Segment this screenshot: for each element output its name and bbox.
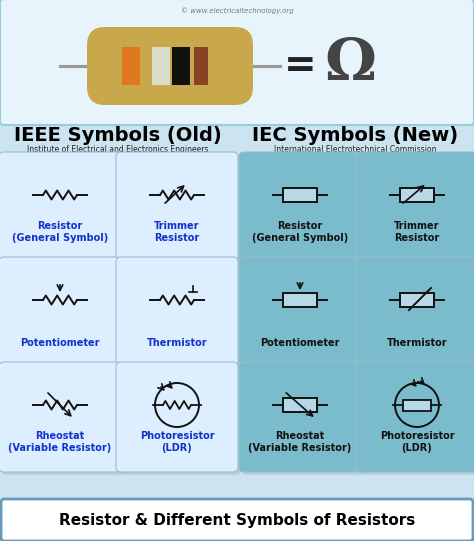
Text: International Electrotechnical Commission: International Electrotechnical Commissio… bbox=[274, 145, 436, 154]
FancyBboxPatch shape bbox=[356, 362, 474, 472]
FancyBboxPatch shape bbox=[239, 152, 361, 262]
Bar bbox=[400, 188, 434, 202]
FancyBboxPatch shape bbox=[2, 155, 124, 265]
FancyBboxPatch shape bbox=[359, 155, 474, 265]
FancyBboxPatch shape bbox=[359, 260, 474, 370]
FancyBboxPatch shape bbox=[0, 362, 121, 472]
FancyBboxPatch shape bbox=[116, 362, 238, 472]
FancyBboxPatch shape bbox=[2, 365, 124, 475]
Text: =: = bbox=[283, 47, 316, 85]
FancyBboxPatch shape bbox=[239, 257, 361, 367]
Text: Rheostat
(Variable Resistor): Rheostat (Variable Resistor) bbox=[248, 431, 352, 453]
Bar bbox=[152, 47, 170, 85]
Text: Trimmer
Resistor: Trimmer Resistor bbox=[394, 221, 440, 243]
FancyBboxPatch shape bbox=[0, 152, 121, 262]
Bar bbox=[283, 398, 317, 412]
Text: Potentiometer: Potentiometer bbox=[20, 338, 100, 348]
Text: Resistor
(General Symbol): Resistor (General Symbol) bbox=[252, 221, 348, 243]
FancyBboxPatch shape bbox=[242, 155, 364, 265]
FancyBboxPatch shape bbox=[0, 0, 474, 125]
Text: Resistor & Different Symbols of Resistors: Resistor & Different Symbols of Resistor… bbox=[59, 512, 415, 527]
FancyBboxPatch shape bbox=[119, 260, 241, 370]
Bar bbox=[122, 47, 140, 85]
Bar bbox=[283, 188, 317, 202]
FancyBboxPatch shape bbox=[119, 155, 241, 265]
FancyBboxPatch shape bbox=[359, 365, 474, 475]
FancyBboxPatch shape bbox=[87, 27, 253, 105]
FancyBboxPatch shape bbox=[116, 152, 238, 262]
FancyBboxPatch shape bbox=[239, 362, 361, 472]
FancyBboxPatch shape bbox=[356, 152, 474, 262]
Text: Ω: Ω bbox=[324, 36, 376, 92]
Text: Resistor
(General Symbol): Resistor (General Symbol) bbox=[12, 221, 108, 243]
Text: © www.electricaltechnology.org: © www.electricaltechnology.org bbox=[181, 7, 293, 14]
FancyBboxPatch shape bbox=[242, 365, 364, 475]
Text: Rheostat
(Variable Resistor): Rheostat (Variable Resistor) bbox=[9, 431, 111, 453]
Bar bbox=[283, 293, 317, 307]
Bar bbox=[403, 399, 431, 411]
Text: Thermistor: Thermistor bbox=[387, 338, 447, 348]
FancyBboxPatch shape bbox=[119, 365, 241, 475]
FancyBboxPatch shape bbox=[242, 260, 364, 370]
Bar bbox=[400, 293, 434, 307]
FancyBboxPatch shape bbox=[1, 499, 473, 541]
Text: Thermistor: Thermistor bbox=[146, 338, 207, 348]
Bar bbox=[194, 47, 208, 85]
FancyBboxPatch shape bbox=[356, 257, 474, 367]
Text: IEEE Symbols (Old): IEEE Symbols (Old) bbox=[14, 126, 222, 145]
FancyBboxPatch shape bbox=[116, 257, 238, 367]
Bar bbox=[172, 47, 190, 85]
Text: Trimmer
Resistor: Trimmer Resistor bbox=[154, 221, 200, 243]
Text: IEC Symbols (New): IEC Symbols (New) bbox=[252, 126, 458, 145]
Text: Photoresistor
(LDR): Photoresistor (LDR) bbox=[140, 431, 214, 453]
FancyBboxPatch shape bbox=[2, 260, 124, 370]
Text: Potentiometer: Potentiometer bbox=[260, 338, 340, 348]
Text: Institute of Electrical and Electronics Engineers: Institute of Electrical and Electronics … bbox=[27, 145, 209, 154]
Text: Photoresistor
(LDR): Photoresistor (LDR) bbox=[380, 431, 454, 453]
FancyBboxPatch shape bbox=[0, 257, 121, 367]
